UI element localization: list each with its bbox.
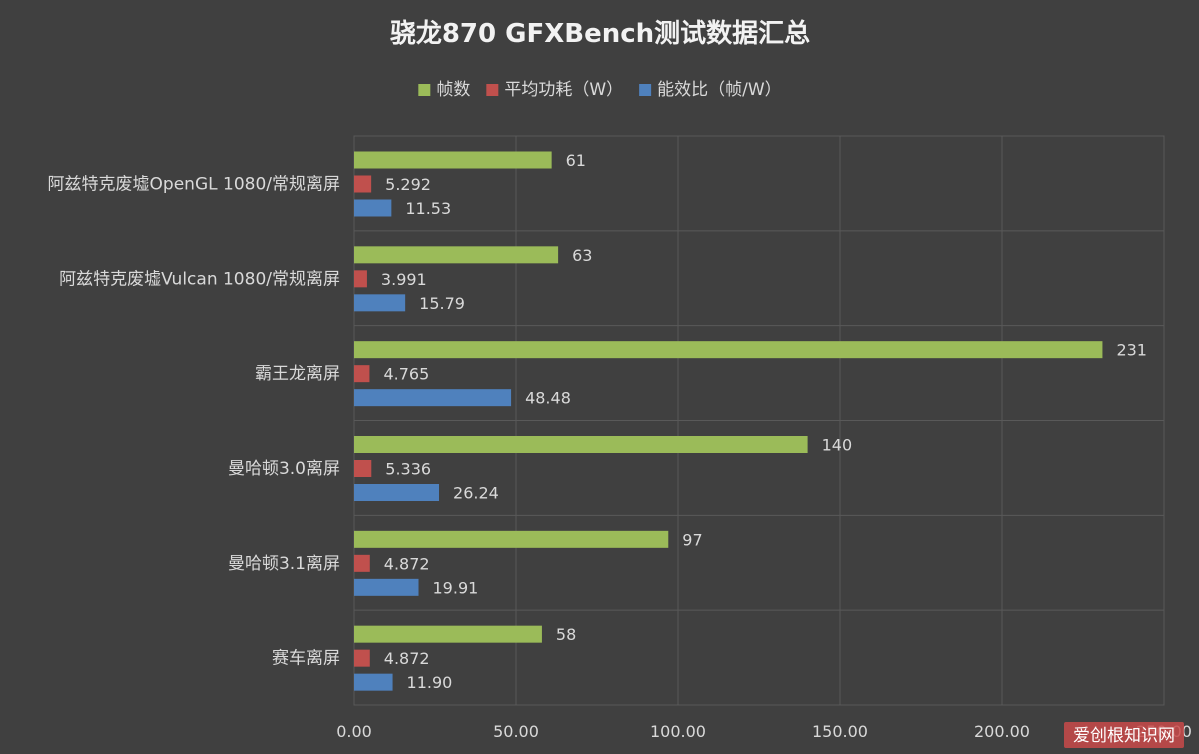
bar — [354, 578, 419, 596]
watermark-text: 爱创根知识网 — [1073, 726, 1175, 746]
legend-label: 帧数 — [436, 80, 470, 100]
x-tick-label: 0.00 — [336, 722, 372, 741]
category-label: 阿兹特克废墟Vulcan 1080/常规离屏 — [59, 269, 340, 289]
legend-item: 能效比（帧/W） — [639, 80, 782, 100]
data-label: 5.292 — [385, 175, 431, 194]
bar — [354, 151, 552, 169]
x-tick-label: 150.00 — [812, 722, 868, 741]
x-tick-label: 200.00 — [974, 722, 1030, 741]
bar — [354, 199, 392, 217]
data-label: 5.336 — [385, 460, 431, 479]
data-label: 97 — [682, 530, 702, 549]
bar — [354, 554, 370, 572]
data-label: 3.991 — [381, 270, 427, 289]
bar — [354, 530, 669, 548]
legend-swatch — [639, 84, 652, 96]
bar — [354, 341, 1103, 359]
data-label: 19.91 — [433, 578, 479, 597]
data-label: 4.872 — [384, 554, 430, 573]
bars: 61 5.292 11.53 63 3.991 15.79 231 4.765 48.48 140… — [354, 151, 1147, 692]
bar — [354, 673, 393, 691]
category-label: 霸王龙离屏 — [255, 364, 340, 384]
bar — [354, 625, 542, 643]
bar — [354, 246, 559, 264]
data-label: 58 — [556, 625, 576, 644]
data-label: 63 — [572, 246, 592, 265]
x-tick-label: 100.00 — [650, 722, 706, 741]
data-label: 11.53 — [405, 199, 451, 218]
legend-label: 能效比（帧/W） — [657, 80, 782, 100]
legend-item: 平均功耗（W） — [486, 80, 623, 100]
legend-item: 帧数 — [418, 80, 470, 100]
category-label: 阿兹特克废墟OpenGL 1080/常规离屏 — [48, 174, 340, 194]
category-label: 赛车离屏 — [272, 648, 340, 669]
bar — [354, 484, 440, 501]
category-label: 曼哈顿3.1离屏 — [228, 554, 340, 574]
data-label: 4.872 — [384, 649, 430, 668]
watermark: 爱创根知识网 — [1064, 722, 1184, 748]
legend-swatch — [418, 84, 431, 96]
data-label: 26.24 — [453, 484, 499, 503]
data-label: 140 — [822, 436, 853, 455]
data-label: 231 — [1116, 341, 1147, 360]
data-label: 11.90 — [407, 673, 453, 692]
x-tick-label: 50.00 — [493, 722, 539, 741]
data-label: 15.79 — [419, 294, 465, 313]
data-label: 48.48 — [525, 389, 571, 408]
bar — [354, 365, 370, 383]
bar — [354, 460, 372, 477]
bar — [354, 270, 367, 288]
data-label: 61 — [566, 151, 586, 170]
legend: 帧数 平均功耗（W） 能效比（帧/W） — [418, 80, 782, 100]
bar — [354, 436, 808, 453]
bar — [354, 389, 512, 407]
chart-title: 骁龙870 GFXBench测试数据汇总 — [390, 19, 810, 49]
bar — [354, 649, 370, 667]
gridlines — [353, 135, 1165, 706]
bar — [354, 294, 406, 312]
category-label: 曼哈顿3.0离屏 — [228, 459, 340, 479]
bar — [354, 175, 372, 193]
legend-label: 平均功耗（W） — [504, 80, 623, 100]
legend-swatch — [486, 84, 499, 96]
data-label: 4.765 — [383, 365, 429, 384]
